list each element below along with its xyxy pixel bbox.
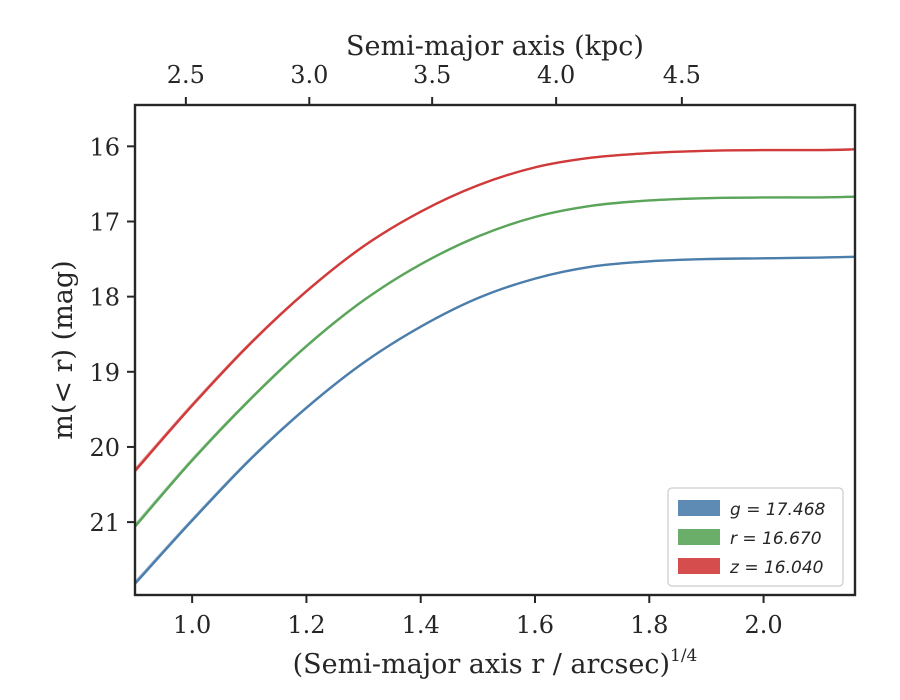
top-tick-label: 4.0 [537,61,575,89]
y-tick-label: 18 [89,284,120,312]
series-curves [135,148,855,585]
x-tick-label: 1.4 [402,611,440,639]
legend-label: z = 16.040 [729,558,823,578]
legend: g = 17.468 r = 16.670 z = 16.040 [667,487,844,587]
x-tick-label: 2.0 [744,611,782,639]
y-tick-label: 20 [89,434,120,462]
legend-swatch [678,500,720,516]
y-tick-label: 21 [89,509,120,537]
series-r-model-line [135,195,855,526]
series-z-line [135,148,855,472]
x-axis-title-text: (Semi-major axis r / arcsec) [293,649,670,680]
axis-ticks: 1.0 1.2 1.4 1.6 1.8 2.0 16 17 18 19 20 21 2.5 3.0 3.5 4… [89,61,782,639]
y-axis-title: m(< r) (mag) [48,260,79,439]
top-tick-label: 2.5 [167,61,205,89]
y-tick-label: 16 [89,133,120,161]
top-axis-title: Semi-major axis (kpc) [346,31,644,62]
top-tick-label: 3.5 [413,61,451,89]
top-tick-label: 4.5 [663,61,701,89]
legend-label: r = 16.670 [730,529,822,549]
x-tick-label: 1.8 [630,611,668,639]
series-r-line [135,195,855,528]
legend-swatch [678,529,720,545]
y-tick-label: 17 [89,208,120,236]
x-tick-label: 1.6 [516,611,554,639]
legend-swatch [678,558,720,574]
y-tick-label: 19 [89,359,120,387]
x-axis-title-superscript: 1/4 [670,646,697,666]
x-tick-label: 1.0 [173,611,211,639]
plot-frame [133,103,857,597]
top-tick-label: 3.0 [290,61,328,89]
series-g-line [135,255,855,585]
x-tick-label: 1.2 [287,611,325,639]
x-axis-title: (Semi-major axis r / arcsec)1/4 [293,646,698,680]
legend-label: g = 17.468 [730,500,826,520]
